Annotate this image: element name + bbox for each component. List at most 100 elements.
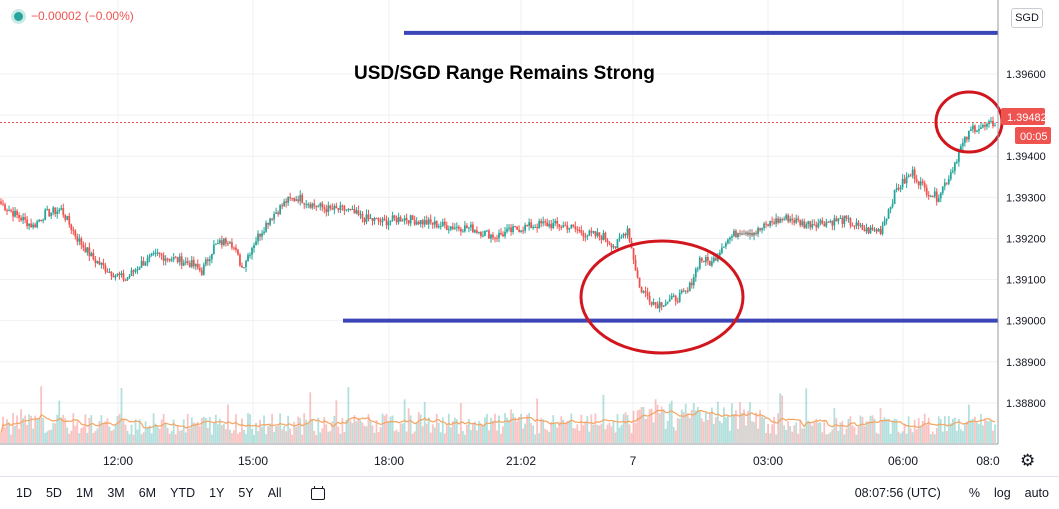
volume-bar: [516, 421, 518, 443]
candle-body: [200, 270, 203, 275]
volume-bar: [917, 418, 920, 443]
volume-bar: [939, 419, 942, 443]
price-tick-label: 1.39000: [1006, 316, 1046, 328]
candle-body: [670, 295, 673, 300]
candle-body: [895, 188, 898, 190]
volume-bar: [584, 421, 587, 443]
volume-bar: [622, 414, 625, 443]
range-all[interactable]: All: [267, 486, 282, 500]
candle-body: [331, 208, 334, 210]
candle-body: [488, 230, 490, 239]
volume-bar: [92, 433, 95, 443]
candle-body: [419, 220, 422, 225]
candle-body: [126, 277, 129, 281]
volume-bar: [255, 422, 257, 443]
volume-bar: [353, 415, 356, 443]
candle-body: [556, 220, 559, 225]
candle-body: [759, 228, 761, 231]
candle-body: [969, 129, 972, 131]
volume-bar: [596, 424, 599, 443]
volume-bar: [439, 432, 442, 443]
candle-body: [865, 227, 868, 232]
candle-body: [299, 194, 302, 202]
range-1y[interactable]: 1Y: [209, 486, 225, 500]
calendar-icon[interactable]: [310, 486, 326, 500]
candle-body: [293, 198, 296, 201]
volume-bar: [831, 429, 834, 443]
volume-bar: [395, 429, 398, 443]
volume-bar: [897, 431, 900, 443]
candle-body: [931, 196, 934, 198]
market-open-icon: [14, 11, 23, 21]
candle-body: [114, 275, 117, 278]
candle-body: [801, 221, 804, 226]
range-6m[interactable]: 6M: [138, 486, 157, 500]
candle-body: [313, 203, 316, 207]
volume-bar: [957, 418, 960, 443]
candle-body: [112, 276, 115, 278]
range-5d[interactable]: 5D: [45, 486, 62, 500]
candle-body: [640, 287, 643, 293]
settings-gear-icon[interactable]: ⚙: [1020, 451, 1036, 470]
volume-bar: [843, 434, 846, 443]
candle-body: [638, 277, 641, 288]
candle-body: [710, 261, 713, 266]
log-scale-toggle[interactable]: log: [993, 486, 1011, 500]
candle-body: [315, 206, 318, 208]
candle-body: [837, 218, 840, 222]
volume-bar: [377, 432, 380, 443]
candle-body: [502, 234, 504, 237]
candle-body: [664, 303, 667, 306]
candle-body: [188, 263, 191, 267]
candle-body: [34, 224, 37, 228]
candle-body: [407, 220, 410, 224]
volume-bar: [66, 427, 69, 443]
candle-body: [202, 264, 205, 275]
candle-body: [429, 219, 432, 223]
volume-bar: [182, 419, 185, 443]
volume-bar: [817, 422, 820, 443]
volume-bar: [303, 413, 306, 443]
percent-scale-toggle[interactable]: %: [968, 486, 980, 500]
candle-body: [576, 229, 579, 231]
volume-bar: [534, 434, 537, 443]
volume-bar: [351, 423, 354, 443]
range-1d[interactable]: 1D: [16, 486, 32, 500]
candle-body: [602, 232, 605, 240]
range-5y[interactable]: 5Y: [238, 486, 254, 500]
volume-bar: [80, 428, 83, 443]
volume-bar: [104, 421, 107, 443]
candle-body: [974, 125, 976, 132]
volume-bar: [28, 414, 31, 443]
volume-bar: [694, 410, 697, 443]
volume-bar: [753, 422, 755, 443]
candle-body: [253, 244, 255, 248]
volume-bar: [287, 415, 290, 443]
volume-bar: [140, 434, 143, 443]
candle-body: [755, 232, 757, 234]
price-chart[interactable]: 1.38800 1.38900 1.39000 1.39100 1.39200 1.393…: [0, 0, 1059, 476]
volume-bar: [494, 413, 496, 443]
range-1m[interactable]: 1M: [75, 486, 94, 500]
range-3m[interactable]: 3M: [107, 486, 125, 500]
volume-bar: [638, 409, 641, 443]
volume-bar: [465, 424, 468, 443]
volume-bar: [961, 431, 964, 443]
range-ytd[interactable]: YTD: [170, 486, 196, 500]
candle-body: [255, 241, 257, 245]
candle-body: [134, 269, 137, 272]
candle-body: [586, 235, 589, 237]
auto-scale-toggle[interactable]: auto: [1024, 486, 1049, 500]
currency-button[interactable]: SGD: [1011, 8, 1043, 28]
volume-bar: [684, 403, 687, 443]
volume-bar: [825, 434, 828, 443]
volume-bar: [686, 413, 689, 443]
candle-body: [514, 226, 516, 228]
volume-bar: [871, 415, 874, 443]
volume-bar: [447, 413, 450, 443]
candle-body: [811, 224, 814, 228]
last-price-tag: [1001, 108, 1045, 125]
utc-clock[interactable]: 08:07:56 (UTC): [854, 486, 941, 500]
volume-bar: [421, 426, 424, 443]
volume-bar: [636, 410, 639, 443]
